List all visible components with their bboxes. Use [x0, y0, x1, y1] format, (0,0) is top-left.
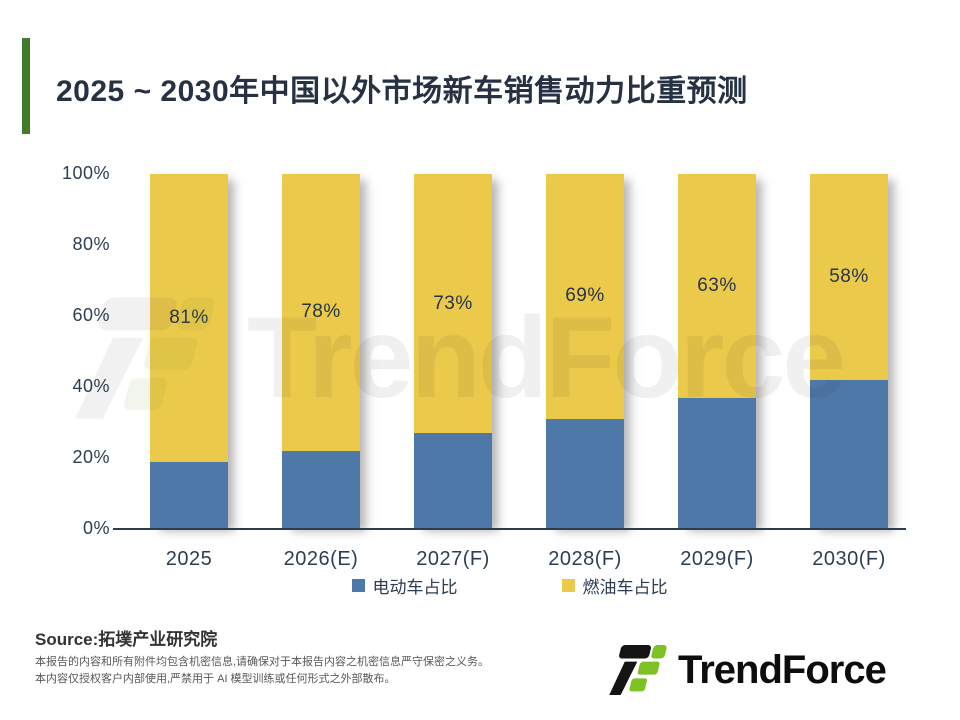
- y-axis-tick-label: 20%: [72, 447, 110, 467]
- title-accent-bar: [22, 38, 30, 134]
- fuel-segment: 81%: [150, 174, 228, 462]
- legend-label: 燃油车占比: [582, 578, 668, 597]
- trendforce-logo: TrendForce: [606, 644, 887, 696]
- bar-group: 78% 2026(E): [282, 174, 360, 570]
- x-axis-category-label: 2027(F): [416, 548, 490, 570]
- bar-group: 73% 2027(F): [414, 174, 492, 570]
- disclaimer-text: 本报告的内容和所有附件均包含机密信息,请确保对于本报告内容之机密信息严守保密之义…: [35, 654, 489, 688]
- ev-segment: [282, 450, 360, 529]
- fuel-value-label: 78%: [301, 301, 341, 323]
- legend-swatch: [351, 579, 365, 592]
- fuel-segment: 63%: [678, 174, 756, 398]
- trendforce-logo-icon: [609, 645, 667, 695]
- ev-segment: [678, 397, 756, 529]
- x-axis-category-label: 2026(E): [283, 548, 359, 570]
- fuel-segment: 69%: [546, 174, 624, 419]
- legend-entry: 电动车占比: [351, 573, 458, 598]
- fuel-value-label: 69%: [565, 285, 605, 307]
- chart-legend: 电动车占比 燃油车占比: [113, 573, 906, 598]
- legend-entry: 燃油车占比: [561, 573, 668, 598]
- fuel-segment: 58%: [810, 174, 888, 380]
- ev-segment: [150, 461, 228, 529]
- source-line: Source:拓墣产业研究院: [35, 630, 218, 649]
- stacked-bar-chart: 100% 80% 60% 40% 20% 0% 81% 2025 78% 2026(E) 73% 2…: [0, 163, 960, 597]
- fuel-value-label: 73%: [433, 292, 473, 314]
- disclaimer-line-1: 本报告的内容和所有附件均包含机密信息,请确保对于本报告内容之机密信息严守保密之义…: [35, 656, 490, 668]
- legend-label: 电动车占比: [372, 578, 458, 597]
- bar-group: 81% 2025: [150, 174, 228, 570]
- ev-segment: [810, 379, 888, 529]
- fuel-value-label: 58%: [829, 265, 869, 287]
- x-axis-category-label: 2030(F): [812, 548, 886, 570]
- bar-group: 63% 2029(F): [678, 174, 756, 570]
- y-axis-tick-label: 40%: [72, 376, 110, 396]
- footer-logo-text: TrendForce: [678, 648, 887, 692]
- bars-area: 81% 2025 78% 2026(E) 73% 2027(F) 69% 2028(F) 63%…: [150, 174, 888, 570]
- fuel-value-label: 63%: [697, 274, 737, 296]
- bar-group: 69% 2028(F): [546, 174, 624, 570]
- y-axis-tick-label: 60%: [72, 305, 110, 325]
- fuel-value-label: 81%: [169, 306, 209, 328]
- legend-swatch: [561, 579, 575, 592]
- x-axis-category-label: 2025: [165, 548, 213, 570]
- ev-segment: [546, 418, 624, 529]
- y-axis-tick-label: 80%: [72, 234, 110, 254]
- chart-title: 2025 ~ 2030年中国以外市场新车销售动力比重预测: [56, 75, 748, 108]
- x-axis-line: [113, 528, 906, 530]
- x-axis-category-label: 2029(F): [680, 548, 754, 570]
- y-axis-tick-label: 100%: [61, 163, 110, 183]
- y-axis-tick-label: 0%: [82, 518, 110, 538]
- fuel-segment: 78%: [282, 174, 360, 451]
- ev-segment: [414, 433, 492, 529]
- disclaimer-line-2: 本内容仅授权客户内部使用,严禁用于 AI 模型训练或任何形式之外部散布。: [35, 673, 396, 686]
- bar-group: 58% 2030(F): [810, 174, 888, 570]
- fuel-segment: 73%: [414, 174, 492, 434]
- x-axis-category-label: 2028(F): [548, 548, 622, 570]
